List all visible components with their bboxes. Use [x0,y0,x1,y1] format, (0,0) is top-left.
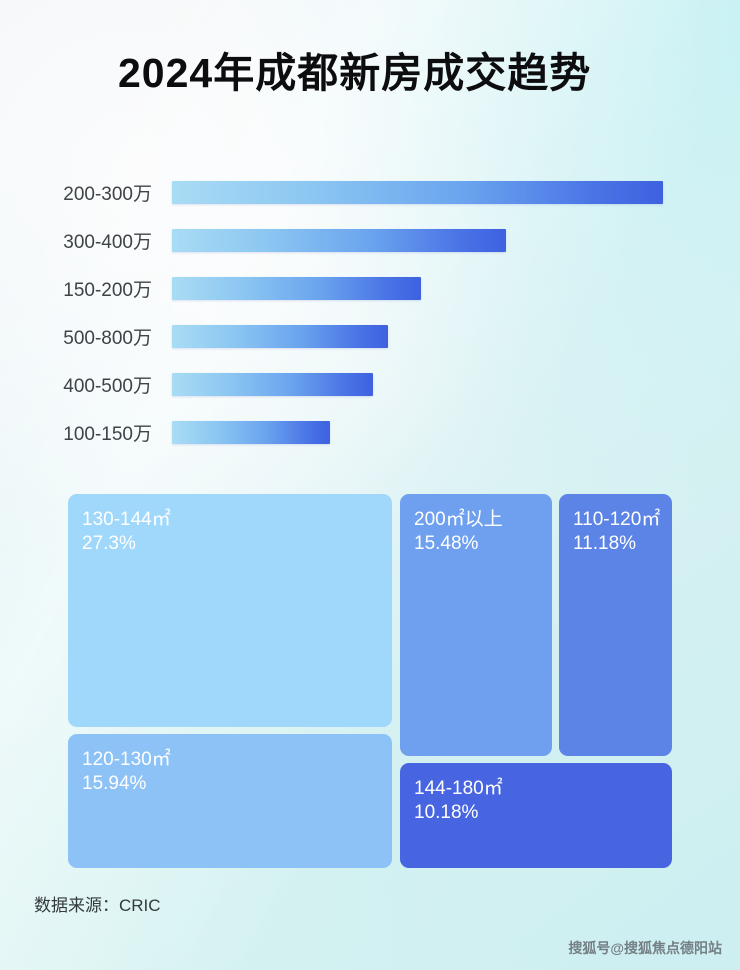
bar-row: 150-200万 [0,274,740,302]
treemap-cell-label: 130-144㎡ [82,509,171,530]
bar-row: 200-300万 [0,178,740,206]
treemap-cell: 200㎡以上 15.48% [400,494,552,756]
watermark-label: 搜狐号@搜狐焦点德阳站 [568,940,722,956]
bar-fill [172,325,388,348]
bar-label: 300-400万 [63,231,152,253]
page-title: 2024年成都新房成交趋势 [118,50,592,96]
bar-chart: 200-300万 300-400万 150-200万 500-800万 400-500万… [0,178,740,450]
bar-track [172,229,506,252]
treemap-cell-label: 200㎡以上 [414,509,503,530]
bar-fill [172,229,506,252]
bar-row: 300-400万 [0,226,740,254]
bar-row: 100-150万 [0,418,740,446]
treemap-cell: 110-120㎡ 11.18% [559,494,672,756]
data-source-label: 数据来源：CRIC [34,896,161,915]
bar-fill [172,373,373,396]
bar-track [172,421,330,444]
bar-track [172,181,663,204]
bar-track [172,277,421,300]
treemap-cell-percent: 15.48% [414,533,479,555]
treemap-cell-label: 120-130㎡ [82,749,171,770]
treemap-cell: 144-180㎡ 10.18% [400,763,672,868]
treemap-cell-percent: 11.18% [573,533,637,555]
treemap-cell-percent: 15.94% [82,773,147,795]
bar-label: 100-150万 [63,423,152,445]
bar-label: 400-500万 [63,375,152,397]
treemap-cell: 130-144㎡ 27.3% [68,494,392,727]
treemap-cell-label: 110-120㎡ [573,509,661,530]
bar-fill [172,421,330,444]
bar-fill [172,181,663,204]
bar-row: 400-500万 [0,370,740,398]
bar-fill [172,277,421,300]
treemap-chart: 130-144㎡ 27.3% 120-130㎡ 15.94% 200㎡以上 15.48% 1… [68,494,672,868]
bar-label: 150-200万 [63,279,152,301]
treemap-cell: 120-130㎡ 15.94% [68,734,392,868]
bar-row: 500-800万 [0,322,740,350]
bar-label: 200-300万 [63,183,152,205]
bar-track [172,325,388,348]
bar-track [172,373,373,396]
treemap-cell-percent: 10.18% [414,802,479,824]
treemap-cell-label: 144-180㎡ [414,778,503,799]
treemap-cell-percent: 27.3% [82,533,136,555]
bar-label: 500-800万 [63,327,152,349]
